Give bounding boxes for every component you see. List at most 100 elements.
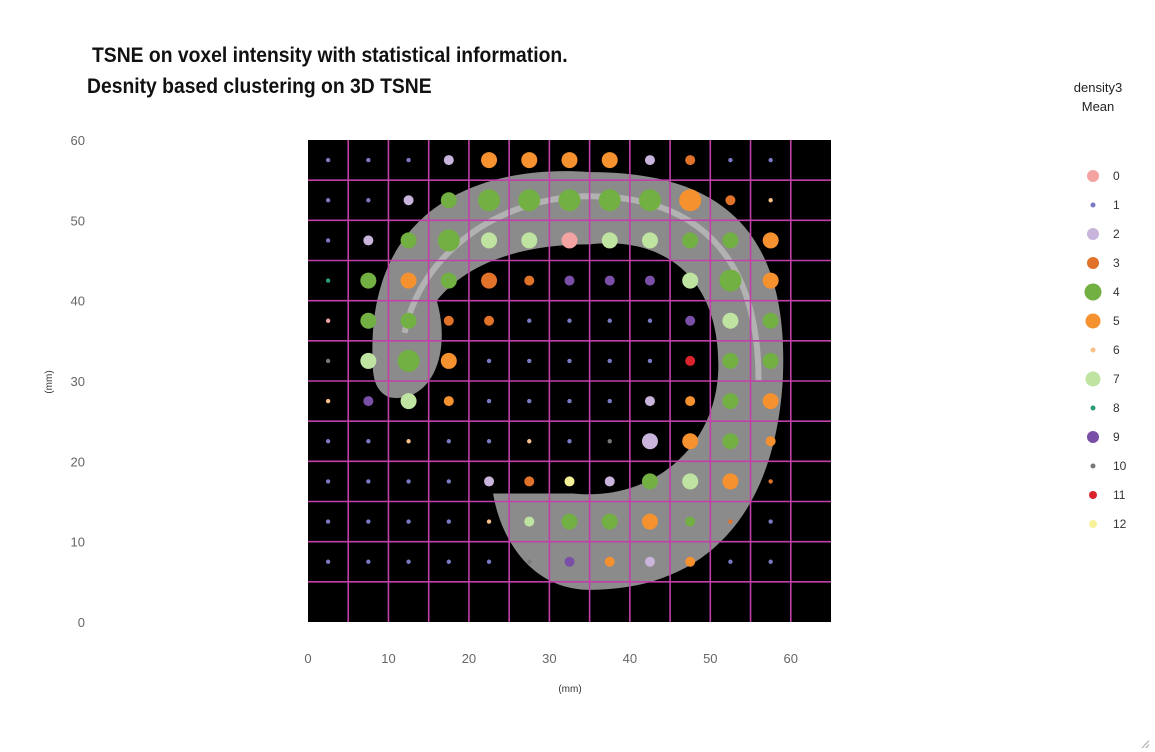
data-point [641, 513, 658, 530]
data-point [685, 516, 696, 527]
y-axis-label: (mm) [44, 370, 55, 393]
legend-label: 12 [1113, 517, 1127, 531]
legend-label: 1 [1113, 198, 1120, 212]
y-tick-label: 0 [78, 615, 85, 630]
data-point [527, 559, 532, 564]
legend-label: 8 [1113, 401, 1120, 415]
y-tick-label: 20 [71, 454, 85, 469]
x-tick-label: 20 [462, 651, 476, 666]
data-point [443, 315, 454, 326]
data-point [682, 232, 699, 249]
legend-label: 11 [1113, 488, 1126, 502]
legend: 0 1 2 3 4 5 6 7 8 9 10 11 12 [1082, 166, 1142, 543]
data-point [647, 358, 653, 364]
data-point [400, 312, 417, 329]
data-point [601, 152, 618, 169]
data-point [601, 513, 618, 530]
data-point [768, 559, 773, 564]
data-point [762, 393, 779, 410]
data-point [406, 157, 411, 163]
data-point [728, 519, 733, 524]
data-point [765, 436, 776, 447]
data-point [762, 312, 779, 329]
legend-label: 10 [1113, 459, 1127, 473]
data-point [440, 192, 457, 209]
data-point [446, 519, 452, 524]
data-point [524, 275, 535, 286]
data-point [768, 157, 773, 163]
x-tick-label: 40 [623, 651, 637, 666]
data-point [486, 559, 492, 564]
data-point [768, 479, 773, 484]
legend-swatch [1087, 257, 1099, 269]
legend-swatch [1089, 520, 1097, 528]
data-point [644, 155, 655, 166]
data-point [440, 272, 457, 289]
data-point [567, 318, 572, 323]
data-point [486, 358, 492, 364]
data-point [406, 519, 411, 524]
data-point [682, 473, 699, 490]
data-point [722, 393, 739, 410]
data-point [641, 433, 658, 450]
data-point [406, 439, 411, 444]
data-point [722, 312, 739, 329]
data-point [366, 519, 371, 524]
legend-item: 2 [1082, 224, 1142, 253]
data-point [360, 312, 377, 329]
data-point [682, 433, 699, 450]
legend-label: 0 [1113, 169, 1120, 183]
data-point [437, 229, 460, 252]
data-point [325, 358, 331, 364]
data-point [481, 272, 498, 289]
data-point [561, 513, 578, 530]
data-point [366, 157, 371, 163]
data-point [641, 232, 658, 249]
x-tick-label: 10 [381, 651, 395, 666]
data-point [725, 195, 736, 206]
legend-title: density3 Mean [1058, 78, 1138, 116]
data-point [644, 396, 655, 407]
legend-item: 6 [1082, 340, 1142, 369]
y-tick-label: 40 [71, 294, 85, 309]
legend-swatch [1090, 202, 1096, 208]
data-point [484, 315, 495, 326]
data-point [366, 479, 371, 484]
data-point [366, 559, 371, 564]
legend-item: 1 [1082, 195, 1142, 224]
data-point [446, 439, 452, 444]
data-point [558, 189, 581, 212]
legend-title-variable: density3 [1073, 80, 1123, 95]
data-point [521, 232, 538, 249]
data-point [722, 232, 739, 249]
data-point [567, 398, 572, 404]
y-tick-label: 60 [71, 133, 85, 148]
data-point [722, 352, 739, 369]
legend-swatch [1084, 283, 1102, 301]
specimen-shape [372, 171, 784, 590]
data-point [325, 278, 331, 283]
data-point [406, 559, 411, 564]
data-point [564, 556, 575, 567]
data-point [325, 398, 331, 404]
x-tick-label: 60 [784, 651, 798, 666]
data-point [360, 352, 377, 369]
y-tick-label: 10 [71, 535, 85, 550]
data-point [363, 396, 374, 407]
legend-item: 7 [1082, 369, 1142, 398]
data-point [561, 232, 578, 249]
legend-swatch [1087, 170, 1099, 182]
data-point [486, 519, 492, 524]
legend-swatch [1087, 431, 1099, 443]
data-point [685, 155, 696, 166]
data-point [478, 189, 501, 212]
chart-subtitle: Desnity based clustering on 3D TSNE [87, 75, 432, 98]
data-point [607, 358, 612, 364]
y-tick-label: 30 [71, 374, 85, 389]
resize-grip-icon[interactable] [1139, 738, 1149, 748]
data-point [685, 396, 696, 407]
legend-item: 4 [1082, 282, 1142, 311]
x-tick-label: 50 [703, 651, 717, 666]
data-point [440, 352, 457, 369]
